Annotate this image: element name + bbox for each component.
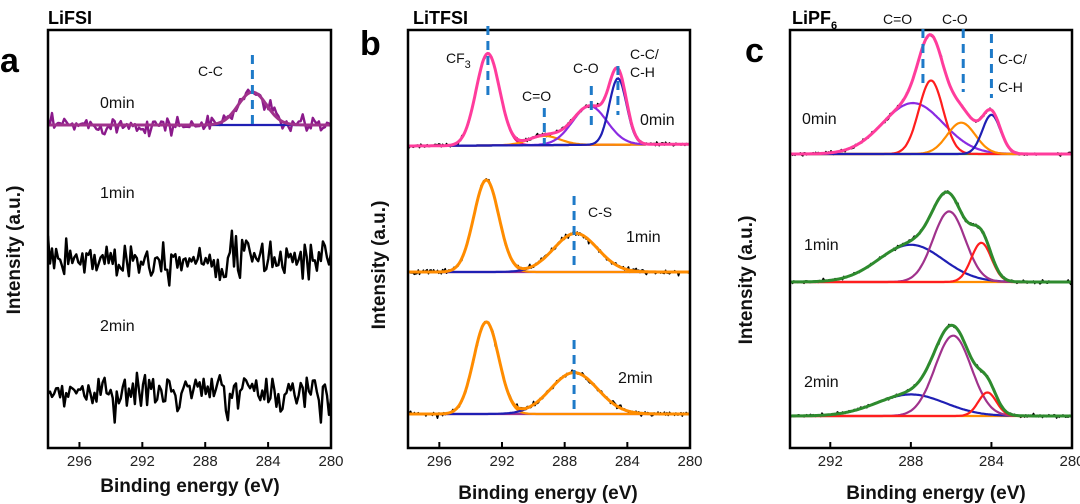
peak-label-b-co-single: C-O: [573, 60, 599, 76]
trace-label-a-1min: 1min: [100, 185, 135, 202]
fit-envelope-b-0min: [408, 51, 690, 148]
peak-label-b-cf3: CF3: [446, 50, 471, 71]
component-b-1min-293: [408, 178, 690, 274]
panel-c-xlabel: Binding energy (eV): [846, 483, 1025, 504]
panel-a: LiFSI a Intensity (a.u.) Binding energy …: [0, 8, 344, 497]
fit-envelope-c-1min: [790, 190, 1072, 284]
panel-c-letter: c: [745, 32, 764, 70]
panel-b-trace-labels: 0min 1min 2min: [618, 112, 675, 387]
panel-b-title: LiTFSI: [413, 8, 468, 28]
trace-label-c-1min: 1min: [804, 237, 839, 254]
raw-data-c-2min: [790, 323, 1072, 419]
peak-label-b-cc-line2: C-H: [630, 64, 655, 80]
panel-a-xlabel: Binding energy (eV): [100, 476, 279, 497]
raw-data-b-1min: [408, 178, 690, 277]
component-a-0min-285: [48, 90, 331, 127]
xtick-label-c-280: 280: [1059, 453, 1080, 470]
panel-b: LiTFSI b Intensity (a.u.) Binding energy…: [360, 8, 703, 504]
trace-label-c-2min: 2min: [804, 374, 839, 391]
component-c-2min-288: [790, 393, 1072, 418]
peak-label-a-cc: C-C: [198, 63, 223, 79]
panel-c: LiPF6 c Intensity (a.u.) Binding energy …: [736, 8, 1080, 504]
trace-label-b-1min: 1min: [626, 229, 661, 246]
xtick-label-a-296: 296: [67, 453, 92, 470]
panel-a-xticks: 296 292 288 284 280: [67, 442, 344, 470]
raw-data-a-2min: [48, 371, 331, 424]
fit-envelope-c-0min: [790, 33, 1072, 156]
panel-b-xticks: 296 292 288 284 280: [427, 442, 703, 470]
peak-label-c-cc-line2: C-H: [998, 79, 1023, 95]
raw-data-a-1min: [48, 229, 331, 287]
panel-a-plot: [48, 88, 331, 424]
panel-a-title: LiFSI: [48, 8, 92, 28]
panel-b-letter: b: [360, 25, 381, 63]
xtick-label-c-288: 288: [898, 453, 923, 470]
xtick-label-a-280: 280: [318, 453, 343, 470]
panel-a-frame: [46, 28, 333, 450]
component-c-2min-284.2: [790, 391, 1072, 418]
xtick-label-b-284: 284: [615, 453, 640, 470]
panel-b-xlabel: Binding energy (eV): [458, 483, 637, 504]
xtick-label-a-292: 292: [130, 453, 155, 470]
panel-c-xticks: 292 288 284 280: [818, 442, 1080, 470]
xtick-label-b-296: 296: [427, 453, 452, 470]
trace-label-b-2min: 2min: [618, 370, 653, 387]
peak-label-c-cc-line1: C-C/: [998, 51, 1027, 67]
trace-label-a-2min: 2min: [100, 318, 135, 335]
trace-label-b-0min: 0min: [640, 112, 675, 129]
panel-a-ylabel: Intensity (a.u.): [4, 186, 25, 315]
panel-c-trace-labels: 0min 1min 2min: [802, 111, 839, 391]
peak-label-b-cc-line1: C-C/: [630, 46, 659, 62]
xtick-label-b-280: 280: [677, 453, 702, 470]
panel-b-frame: [406, 28, 692, 450]
panel-b-peak-markers: CF3 C=O C-O C-C/ C-H C-S: [446, 26, 659, 410]
xtick-label-c-284: 284: [979, 453, 1004, 470]
panel-c-frame: [788, 28, 1074, 450]
fit-envelope-a-0min: [48, 90, 331, 127]
peak-label-b-co-double: C=O: [522, 88, 551, 104]
panel-b-plot: [408, 51, 690, 420]
panel-a-trace-labels: 0min 1min 2min: [100, 95, 135, 335]
xtick-label-a-288: 288: [193, 453, 218, 470]
panel-a-letter: a: [0, 42, 20, 80]
component-b-2min-293: [408, 320, 690, 416]
raw-data-c-0min: [790, 33, 1072, 157]
panel-c-title: LiPF6: [792, 8, 837, 32]
fit-envelope-b-2min: [408, 320, 690, 416]
panel-b-ylabel: Intensity (a.u.): [369, 201, 390, 330]
fit-envelope-b-1min: [408, 178, 690, 274]
peak-label-c-co-single: C-O: [942, 11, 968, 27]
xtick-label-b-292: 292: [489, 453, 514, 470]
trace-label-c-0min: 0min: [802, 111, 837, 128]
peak-label-c-co-double: C=O: [883, 11, 912, 27]
fit-envelope-c-2min: [790, 323, 1072, 418]
panel-c-ylabel: Intensity (a.u.): [736, 216, 757, 345]
panel-c-plot: [790, 33, 1072, 419]
trace-label-a-0min: 0min: [100, 95, 135, 112]
peak-label-b-cs: C-S: [588, 204, 612, 220]
xtick-label-a-284: 284: [256, 453, 281, 470]
xtick-label-b-288: 288: [552, 453, 577, 470]
panel-c-peak-markers: C=O C-O C-C/ C-H: [883, 11, 1027, 98]
panel-a-peak-markers: C-C: [198, 55, 254, 128]
xtick-label-c-292: 292: [818, 453, 843, 470]
raw-data-a-0min: [48, 88, 331, 138]
